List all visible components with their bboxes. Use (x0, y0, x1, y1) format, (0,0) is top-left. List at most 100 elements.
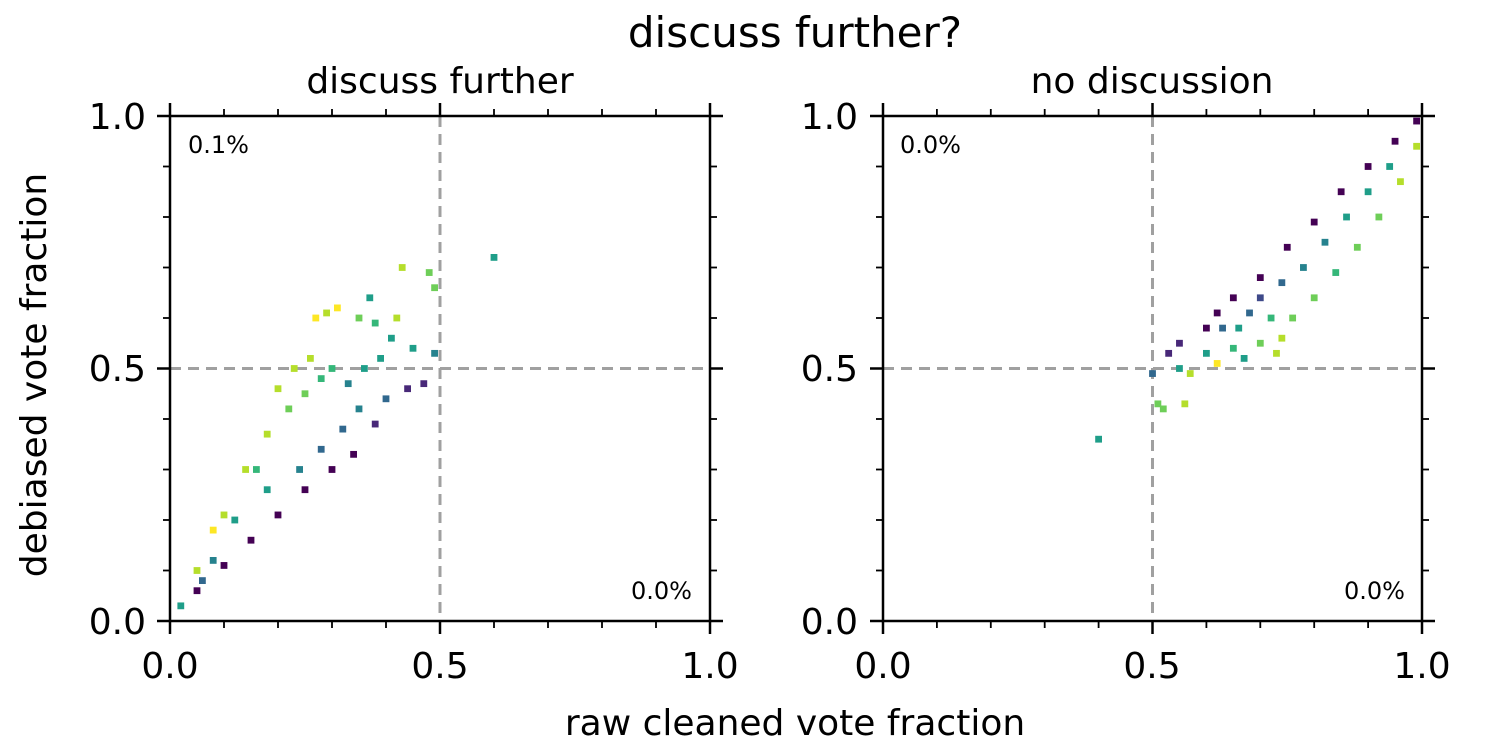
panel-discuss-further-data-point (290, 365, 298, 372)
panel-discuss-further-data-point (301, 486, 309, 494)
panel-no-discussion-data-point (1213, 360, 1221, 367)
panel-no-discussion-data-point (1186, 370, 1194, 377)
panel-discuss-further-data-point (344, 380, 352, 388)
panel-no-discussion-data-point (1203, 324, 1210, 332)
panel-no-discussion-annotation-top-left: 0.0% (900, 131, 961, 159)
panel-discuss-further-data-point (317, 445, 325, 453)
panel-discuss-further-data-point (431, 349, 438, 357)
panel-discuss-further-data-point (371, 319, 379, 327)
panel-discuss-further-data-point (199, 577, 206, 584)
panel-discuss-further-data-point (355, 405, 363, 413)
panel-no-discussion-data-point (1397, 178, 1404, 186)
panel-no-discussion-x-tick-0: 0.0 (854, 646, 911, 687)
panel-discuss-further-data-point (490, 254, 498, 261)
panel-discuss-further-data-point (263, 430, 271, 438)
panel-no-discussion-data-point (1332, 269, 1340, 276)
panel-no-discussion-points (1095, 117, 1421, 443)
panel-no-discussion-data-point (1240, 355, 1248, 362)
panel-discuss-further-data-point (366, 294, 374, 302)
panel-no-discussion-y-tick-0: 0.0 (801, 602, 858, 643)
panel-discuss-further-data-point (307, 355, 314, 362)
x-axis-label: raw cleaned vote fraction (565, 703, 1025, 744)
panel-no-discussion-data-point (1213, 309, 1221, 317)
panel-no-discussion-data-point (1203, 349, 1210, 357)
panel-no-discussion-data-point (1176, 339, 1183, 347)
panel-no-discussion-reference-lines (883, 116, 1422, 621)
panel-discuss-further-data-point (220, 562, 228, 569)
panel-no-discussion-data-point (1256, 274, 1264, 281)
panel-no-discussion-data-point (1364, 163, 1372, 170)
panel-no-discussion-data-point (1273, 349, 1280, 357)
panel-discuss-further-title: discuss further (306, 61, 574, 102)
panel-no-discussion-data-point (1337, 188, 1345, 196)
panel-discuss-further-data-point (409, 344, 417, 352)
panel-no-discussion-data-point (1310, 294, 1318, 302)
panel-discuss-further-data-point (404, 385, 411, 393)
panel-discuss-further-x-tick-1: 0.5 (411, 646, 468, 687)
panel-no-discussion-data-point (1229, 344, 1237, 352)
panel-discuss-further-data-point (253, 466, 260, 473)
panel-discuss-further-data-point (247, 536, 255, 544)
panel-discuss-further-x-tick-2: 1.0 (681, 646, 738, 687)
panel-no-discussion-data-point (1154, 400, 1162, 408)
panel-no-discussion-x-tick-2: 1.0 (1393, 646, 1450, 687)
panel-no-discussion-data-point (1095, 435, 1102, 443)
panel-no-discussion-annotation-bottom-right: 0.0% (1344, 577, 1405, 605)
panel-no-discussion-data-point (1391, 137, 1399, 145)
panel-no-discussion-data-point (1413, 142, 1421, 150)
panel-no-discussion-data-point (1343, 213, 1350, 221)
panel-no-discussion-y-tick-2: 1.0 (801, 97, 858, 138)
panel-no-discussion-data-point (1246, 309, 1253, 317)
panel-discuss-further-data-point (263, 486, 271, 494)
panel-no-discussion-data-point (1375, 213, 1383, 221)
panel-discuss-further: discuss further 0.1% 0.0% 0.0 0.5 1.0 0.… (89, 61, 739, 687)
panel-discuss-further-data-point (361, 365, 368, 372)
panel-discuss-further-annotation-top-left: 0.1% (188, 131, 249, 159)
panel-discuss-further-data-point (431, 284, 438, 292)
panel-no-discussion-data-point (1386, 163, 1394, 170)
panel-no-discussion-data-point (1256, 339, 1264, 347)
panel-discuss-further-x-tick-0: 0.0 (141, 646, 198, 687)
panel-discuss-further-frame (168, 114, 712, 623)
panel-no-discussion-data-point (1278, 279, 1286, 287)
panel-no-discussion-data-point (1235, 324, 1243, 332)
panel-discuss-further-data-point (328, 365, 336, 372)
panel-discuss-further-data-point (382, 395, 390, 403)
panel-no-discussion-data-point (1353, 243, 1361, 251)
panel-discuss-further-data-point (312, 314, 320, 322)
panel-no-discussion-data-point (1300, 264, 1307, 271)
panel-discuss-further-data-point (274, 385, 282, 393)
panel-discuss-further-data-point (231, 516, 239, 524)
panel-no-discussion-data-point (1283, 243, 1291, 251)
panel-no-discussion-data-point (1159, 405, 1167, 413)
panel-discuss-further-data-point (398, 264, 406, 271)
panel-discuss-further-data-point (377, 355, 384, 362)
panel-no-discussion-data-point (1176, 365, 1183, 372)
panel-discuss-further-data-point (355, 314, 363, 322)
y-axis-label: debiased vote fraction (14, 173, 55, 577)
panel-discuss-further-data-point (193, 587, 201, 595)
panel-discuss-further-data-point (420, 380, 428, 388)
panel-discuss-further-data-point (193, 567, 201, 574)
panel-discuss-further-data-point (296, 466, 303, 473)
panel-no-discussion: no discussion 0.0% 0.0% 0.0 0.5 1.0 0.0 … (801, 61, 1451, 687)
panel-no-discussion-data-point (1267, 314, 1275, 322)
panel-discuss-further-data-point (285, 405, 293, 413)
panel-no-discussion-data-point (1229, 294, 1237, 302)
panel-discuss-further-data-point (301, 390, 309, 398)
panel-discuss-further-data-point (242, 466, 249, 473)
panel-discuss-further-data-point (339, 425, 347, 433)
panel-no-discussion-data-point (1165, 349, 1173, 357)
panel-no-discussion-data-point (1364, 188, 1372, 196)
panel-discuss-further-y-tick-1: 0.5 (89, 349, 146, 390)
panel-no-discussion-data-point (1181, 400, 1189, 408)
panel-discuss-further-annotation-bottom-right: 0.0% (631, 577, 692, 605)
panel-discuss-further-data-point (393, 314, 401, 322)
panel-discuss-further-y-tick-0: 0.0 (89, 602, 146, 643)
panel-no-discussion-frame (881, 114, 1424, 623)
figure-suptitle: discuss further? (628, 8, 962, 57)
panel-no-discussion-data-point (1289, 314, 1297, 322)
panel-discuss-further-data-point (209, 557, 217, 564)
panel-no-discussion-x-tick-1: 0.5 (1123, 646, 1180, 687)
